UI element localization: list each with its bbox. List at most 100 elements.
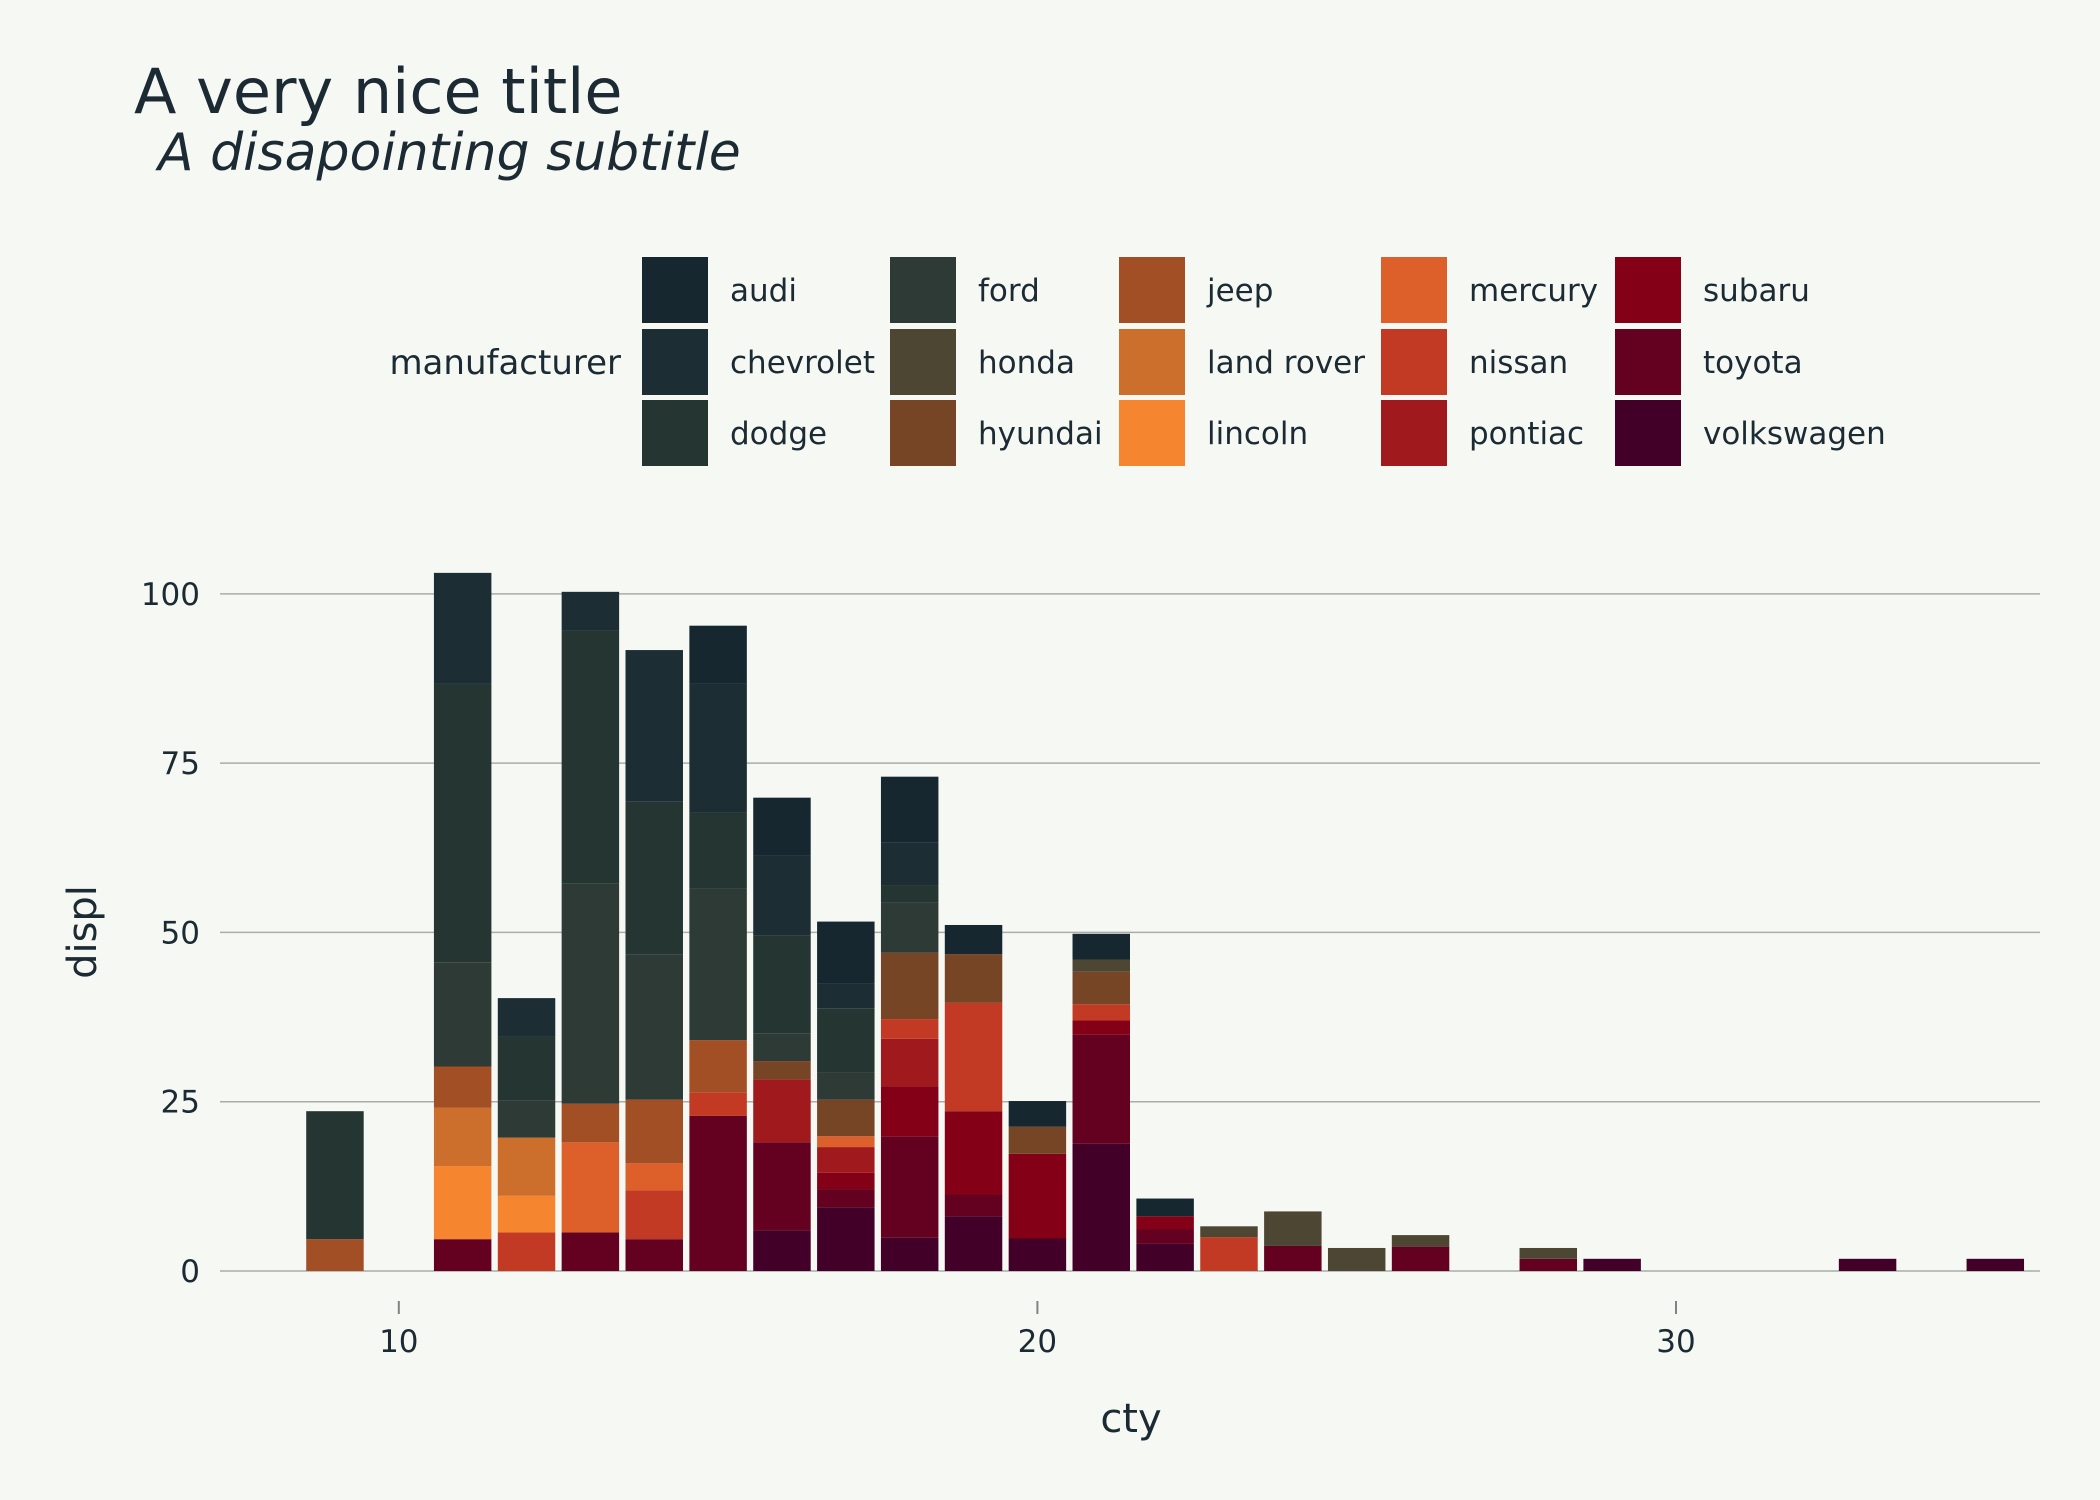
legend-item-jeep: jeep [1119, 257, 1273, 323]
legend-label-dodge: dodge [730, 416, 827, 452]
bar-land-rover-cty-11 [433, 1107, 492, 1167]
legend-label-chevrolet: chevrolet [730, 345, 875, 381]
bar-audi-cty-19 [944, 924, 1003, 955]
bar-dodge-cty-12 [497, 1036, 556, 1101]
legend-item-honda: honda [890, 329, 1075, 395]
bar-toyota-cty-11 [433, 1239, 492, 1271]
x-tick-label-10: 10 [379, 1324, 418, 1360]
bar-dodge-cty-17 [817, 1008, 875, 1073]
bar-audi-cty-17 [817, 921, 875, 984]
bar-subaru-cty-21 [1072, 1020, 1130, 1035]
bar-honda-cty-26 [1391, 1235, 1450, 1247]
bar-chevrolet-cty-12 [497, 998, 556, 1037]
bar-volkswagen-cty-29 [1583, 1258, 1641, 1271]
bar-hyundai-cty-21 [1072, 971, 1130, 1005]
bar-toyota-cty-18 [880, 1136, 939, 1238]
bar-subaru-cty-22 [1136, 1216, 1194, 1230]
legend-swatch-volkswagen [1615, 400, 1681, 466]
legend-swatch-hyundai [890, 400, 956, 466]
bar-nissan-cty-15 [689, 1092, 747, 1116]
bar-toyota-cty-13 [561, 1232, 620, 1271]
bar-mercury-cty-14 [625, 1163, 683, 1191]
bar-toyota-cty-15 [689, 1115, 747, 1271]
legend-item-subaru: subaru [1615, 257, 1810, 323]
legend-items: audi chevrolet dodge ford honda hyundai jeep la… [642, 257, 1886, 466]
bar-honda-cty-25 [1327, 1247, 1386, 1271]
bar-jeep-cty-15 [689, 1040, 747, 1093]
legend-label-subaru: subaru [1703, 273, 1810, 309]
legend-swatch-audi [642, 257, 708, 323]
bar-jeep-cty-13 [561, 1103, 620, 1143]
bar-volkswagen-cty-21 [1072, 1143, 1130, 1271]
y-axis-title: displ [60, 885, 106, 979]
legend-swatch-jeep [1119, 257, 1185, 323]
bar-volkswagen-cty-19 [944, 1216, 1003, 1271]
x-axis: 10 20 30 [379, 1301, 1696, 1360]
legend-item-chevrolet: chevrolet [642, 329, 875, 395]
legend-swatch-mercury [1381, 257, 1447, 323]
bar-volkswagen-cty-16 [753, 1230, 811, 1271]
bar-hyundai-cty-20 [1008, 1126, 1067, 1154]
legend-label-jeep: jeep [1206, 273, 1273, 309]
bar-nissan-cty-21 [1072, 1004, 1130, 1021]
bar-ford-cty-16 [753, 1033, 811, 1062]
bar-dodge-cty-9 [306, 1111, 364, 1240]
legend: manufacturer audi chevrolet dodge ford honda… [389, 257, 1886, 466]
y-tick-label-75: 75 [161, 746, 200, 782]
legend-item-lincoln: lincoln [1119, 400, 1308, 466]
legend-swatch-lincoln [1119, 400, 1185, 466]
legend-swatch-dodge [642, 400, 708, 466]
y-tick-label-100: 100 [141, 577, 200, 613]
legend-label-pontiac: pontiac [1469, 416, 1584, 452]
bar-dodge-cty-16 [753, 935, 811, 1034]
bar-volkswagen-cty-35 [1966, 1258, 2025, 1271]
bar-dodge-cty-11 [433, 683, 492, 963]
legend-item-volkswagen: volkswagen [1615, 400, 1886, 466]
bar-chevrolet-cty-15 [689, 683, 747, 813]
bar-chevrolet-cty-18 [880, 842, 939, 886]
bar-chevrolet-cty-16 [753, 855, 811, 936]
legend-label-mercury: mercury [1469, 273, 1598, 309]
legend-swatch-toyota [1615, 329, 1681, 395]
bar-subaru-cty-18 [880, 1086, 939, 1137]
legend-swatch-nissan [1381, 329, 1447, 395]
bar-ford-cty-11 [433, 962, 492, 1067]
bar-pontiac-cty-18 [880, 1038, 939, 1087]
bar-dodge-cty-15 [689, 812, 747, 889]
legend-label-hyundai: hyundai [978, 416, 1103, 452]
legend-label-toyota: toyota [1703, 345, 1803, 381]
chart-title: A very nice title [134, 55, 623, 128]
legend-swatch-subaru [1615, 257, 1681, 323]
bar-ford-cty-14 [625, 954, 683, 1100]
bar-audi-cty-15 [689, 625, 747, 684]
bar-dodge-cty-14 [625, 801, 683, 955]
bar-volkswagen-cty-18 [880, 1237, 939, 1271]
x-tick-label-20: 20 [1018, 1324, 1057, 1360]
bar-hyundai-cty-17 [817, 1099, 875, 1137]
plot-area: 0 25 50 75 100 10 20 30 [141, 572, 2040, 1360]
bar-mercury-cty-13 [561, 1142, 620, 1233]
legend-label-land-rover: land rover [1207, 345, 1365, 381]
bar-honda-cty-21 [1072, 959, 1130, 972]
legend-label-nissan: nissan [1469, 345, 1568, 381]
bar-nissan-cty-18 [880, 1019, 939, 1039]
legend-swatch-chevrolet [642, 329, 708, 395]
bar-ford-cty-13 [561, 883, 620, 1104]
legend-item-dodge: dodge [642, 400, 827, 466]
x-tick-label-30: 30 [1656, 1324, 1695, 1360]
bar-ford-cty-17 [817, 1072, 875, 1100]
bar-jeep-cty-9 [306, 1239, 364, 1271]
legend-label-honda: honda [978, 345, 1075, 381]
bar-honda-cty-24 [1264, 1211, 1322, 1246]
y-tick-label-0: 0 [180, 1254, 200, 1290]
bar-audi-cty-22 [1136, 1198, 1194, 1217]
bar-jeep-cty-14 [625, 1099, 683, 1164]
bar-ford-cty-12 [497, 1100, 556, 1138]
bar-nissan-cty-12 [497, 1232, 556, 1271]
y-tick-label-50: 50 [161, 915, 200, 951]
bar-audi-cty-18 [880, 776, 939, 843]
legend-title: manufacturer [389, 343, 621, 383]
chart-subtitle: A disapointing subtitle [155, 123, 741, 183]
bar-hyundai-cty-19 [944, 954, 1003, 1003]
legend-item-audi: audi [642, 257, 797, 323]
